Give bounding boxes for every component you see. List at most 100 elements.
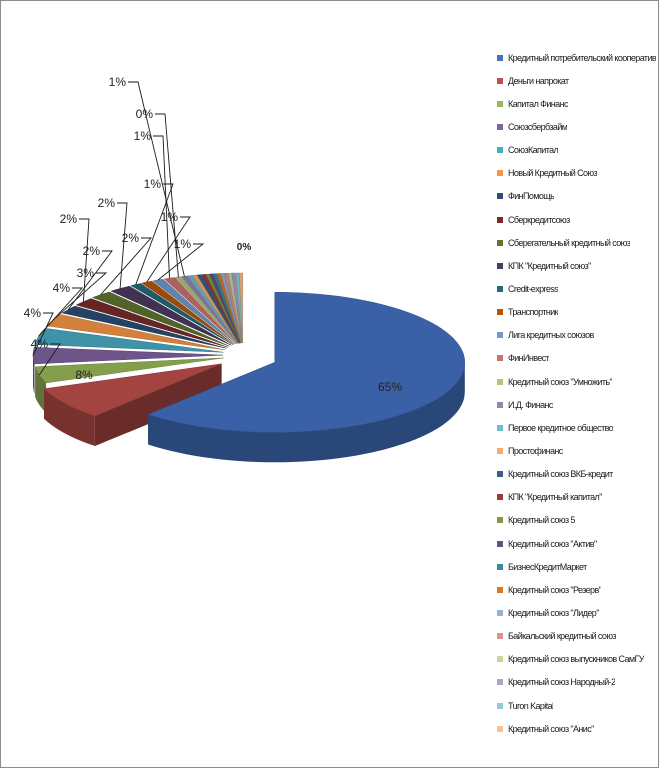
legend-swatch <box>497 401 503 408</box>
legend-swatch <box>497 702 503 709</box>
leader-line-6 <box>67 250 113 310</box>
legend-label: Кредитный союз Народный-2 <box>508 677 616 688</box>
slice-26 <box>227 272 243 344</box>
data-label-4: 4% <box>53 281 71 295</box>
leader-line-12 <box>157 243 205 281</box>
leader-line-8 <box>100 237 153 295</box>
legend-item: Транспортник <box>497 301 657 324</box>
legend-item: Turon Kapital <box>497 694 657 717</box>
slice-18 <box>196 274 240 344</box>
slice-6 <box>61 305 227 349</box>
legend-item: Сберкредитсоюз <box>497 208 657 231</box>
data-label-cluster: 0% <box>237 242 252 253</box>
legend-swatch <box>497 609 503 616</box>
legend-swatch <box>497 725 503 732</box>
slice-28 <box>235 272 243 344</box>
legend-item: Кредитный союз ВКБ-кредит <box>497 463 657 486</box>
legend-swatch <box>497 147 503 154</box>
legend-swatch <box>497 378 503 385</box>
legend-label: Кредитный союз выпускников СамГУ <box>508 654 644 665</box>
legend-item: Кредитный союз Народный-2 <box>497 671 657 694</box>
legend-swatch <box>497 494 503 501</box>
legend-label: ФинИнвест <box>508 353 550 364</box>
slice-21 <box>209 273 241 344</box>
legend-swatch <box>497 193 503 200</box>
legend-item: Лига кредитных союзов <box>497 324 657 347</box>
legend-label: Первое кредитное общество <box>508 422 614 433</box>
legend-label: СоюзКапитал <box>508 145 559 156</box>
legend-swatch <box>497 517 503 524</box>
legend-label: Credit-express <box>508 283 559 294</box>
legend-swatch <box>497 309 503 316</box>
leader-line-7 <box>79 218 90 302</box>
legend-swatch <box>497 447 503 454</box>
legend-label: Сберегательный кредитный союз <box>508 237 631 248</box>
legend-label: КПК "Кредитный союз" <box>508 260 591 271</box>
legend-label: Turon Kapital <box>508 700 554 711</box>
leader-line-10 <box>135 183 174 285</box>
legend-label: Байкальский кредитный союз <box>508 631 617 642</box>
legend-item: Кредитный союз 5 <box>497 509 657 532</box>
leader-line-9 <box>117 202 128 289</box>
data-label-12: 1% <box>174 237 192 251</box>
data-label-13: 1% <box>134 129 152 143</box>
legend-swatch <box>497 679 503 686</box>
legend-label: Транспортник <box>508 307 559 318</box>
legend-swatch <box>497 170 503 177</box>
slice-24 <box>220 273 242 344</box>
legend-item: Кредитный союз "Умножить" <box>497 370 657 393</box>
legend-swatch <box>497 424 503 431</box>
legend-item: Капитал Финанс <box>497 92 657 115</box>
slice-17 <box>192 274 239 344</box>
data-labels: 65%8%4%4%4%3%2%2%2%2%1%1%1%1%0%1%0% <box>24 75 403 394</box>
legend-item: ФинИнвест <box>497 347 657 370</box>
data-label-10: 1% <box>144 177 162 191</box>
legend-item: КПК "Кредитный капитал" <box>497 486 657 509</box>
legend-swatch <box>497 77 503 84</box>
leader-line-2 <box>38 343 61 376</box>
chart-legend: Кредитный потребительский кооператив День… <box>497 46 657 740</box>
data-label-3: 4% <box>24 306 42 320</box>
leader-line-3 <box>32 312 54 356</box>
legend-swatch <box>497 355 503 362</box>
leader-line-14 <box>155 113 179 278</box>
slice-0 <box>147 292 465 433</box>
legend-label: Сберкредитсоюз <box>508 214 570 225</box>
pie-tops <box>32 272 465 433</box>
legend-item: Союзсбербзайм <box>497 115 657 138</box>
slice-rim-3-0 <box>33 355 35 394</box>
legend-item: ФинПомощь <box>497 185 657 208</box>
legend-swatch <box>497 54 503 61</box>
slice-20 <box>205 273 240 344</box>
legend-swatch <box>497 239 503 246</box>
legend-item: Простофинанс <box>497 439 657 462</box>
legend-item: Кредитный союз выпускников СамГУ <box>497 648 657 671</box>
data-label-8: 2% <box>122 231 140 245</box>
slice-23 <box>216 273 241 344</box>
legend-label: Кредитный союз "Лидер" <box>508 607 599 618</box>
slice-rim-1-2 <box>44 388 95 446</box>
data-label-9: 2% <box>98 196 116 210</box>
legend-item: Деньги напрокат <box>497 69 657 92</box>
slice-25 <box>224 272 242 344</box>
legend-label: Простофинанс <box>508 445 563 456</box>
legend-label: Кредитный потребительский кооператив <box>508 52 657 63</box>
legend-swatch <box>497 586 503 593</box>
legend-label: Кредитный союз 5 <box>508 515 575 526</box>
data-label-0: 65% <box>378 380 402 394</box>
legend-label: Капитал Финанс <box>508 98 568 109</box>
legend-swatch <box>497 216 503 223</box>
slice-27 <box>231 272 243 344</box>
legend-swatch <box>497 540 503 547</box>
legend-label: Новый Кредитный Союз <box>508 168 598 179</box>
legend-label: Кредитный союз ВКБ-кредит <box>508 469 613 480</box>
legend-item: Credit-express <box>497 277 657 300</box>
leader-line-5 <box>52 272 108 321</box>
slice-rim-2-1 <box>35 366 47 413</box>
leader-line-11 <box>146 216 191 283</box>
legend-label: Кредитный союз "Актив" <box>508 538 597 549</box>
legend-item: Кредитный союз "Актив" <box>497 532 657 555</box>
legend-swatch <box>497 332 503 339</box>
slice-1 <box>43 363 222 417</box>
legend-label: Кредитный союз "Анис" <box>508 723 594 734</box>
